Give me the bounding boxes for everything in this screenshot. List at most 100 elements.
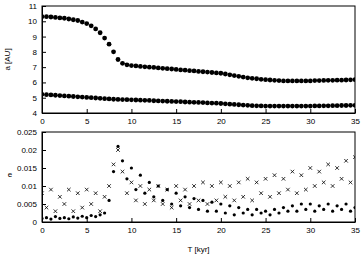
circle-marker bbox=[246, 208, 249, 211]
x-tick-mark bbox=[266, 109, 267, 113]
y-tick: 9 bbox=[33, 33, 46, 42]
y-tick-label: 0.01 bbox=[21, 182, 37, 191]
cross-marker bbox=[335, 166, 339, 170]
cross-marker bbox=[174, 184, 178, 188]
cross-marker bbox=[250, 199, 254, 203]
circle-marker bbox=[353, 77, 355, 82]
circle-marker bbox=[250, 103, 255, 108]
y-tick-mark bbox=[42, 98, 46, 99]
circle-marker bbox=[218, 71, 223, 76]
circle-marker bbox=[272, 104, 277, 109]
y-tick-mark bbox=[42, 113, 46, 114]
cross-marker bbox=[313, 184, 317, 188]
x-tick-mark bbox=[355, 109, 356, 113]
x-axis-title: T [kyr] bbox=[187, 245, 209, 254]
circle-marker bbox=[210, 201, 213, 204]
circle-marker bbox=[340, 208, 343, 211]
y-tick-mark bbox=[42, 132, 46, 133]
circle-marker bbox=[264, 210, 267, 213]
circle-marker bbox=[49, 218, 52, 221]
circle-marker bbox=[170, 202, 173, 205]
circle-marker bbox=[218, 101, 223, 106]
circle-marker bbox=[250, 76, 255, 81]
y-tick-label: 4 bbox=[33, 109, 38, 118]
circle-marker bbox=[335, 78, 340, 83]
circle-marker bbox=[121, 159, 124, 162]
circle-marker bbox=[236, 102, 241, 107]
y-tick-mark bbox=[42, 168, 46, 169]
circle-marker bbox=[129, 63, 134, 68]
circle-marker bbox=[183, 68, 188, 73]
x-axis-line bbox=[43, 222, 356, 223]
y-tick-label: 8 bbox=[33, 48, 38, 57]
circle-marker bbox=[228, 204, 231, 207]
circle-marker bbox=[237, 206, 240, 209]
cross-marker bbox=[94, 191, 98, 195]
x-tick: 25 bbox=[262, 218, 271, 235]
circle-marker bbox=[142, 64, 147, 69]
cross-marker bbox=[268, 195, 272, 199]
circle-marker bbox=[303, 79, 308, 84]
cross-marker bbox=[116, 148, 120, 152]
x-tick: 25 bbox=[262, 109, 271, 126]
cross-marker bbox=[183, 188, 187, 192]
x-tick-label: 10 bbox=[127, 226, 136, 235]
circle-marker bbox=[116, 57, 121, 62]
x-tick: 10 bbox=[127, 109, 136, 126]
circle-marker bbox=[223, 72, 228, 77]
circle-marker bbox=[175, 192, 178, 195]
cross-marker bbox=[349, 181, 353, 185]
x-tick-mark bbox=[310, 218, 311, 222]
circle-marker bbox=[327, 202, 330, 205]
x-tick-label: 35 bbox=[351, 226, 360, 235]
plot-frame bbox=[42, 6, 355, 113]
y-tick-label: 10 bbox=[28, 17, 37, 26]
circle-marker bbox=[312, 78, 317, 83]
circle-marker bbox=[67, 217, 70, 220]
circle-marker bbox=[174, 67, 179, 72]
circle-marker bbox=[196, 100, 201, 105]
circle-marker bbox=[151, 98, 156, 103]
circle-marker bbox=[281, 104, 286, 109]
y-tick-mark bbox=[42, 222, 46, 223]
circle-marker bbox=[187, 100, 192, 105]
circle-marker bbox=[282, 206, 285, 209]
cross-marker bbox=[326, 163, 330, 167]
circle-marker bbox=[335, 103, 340, 108]
x-tick: 35 bbox=[351, 109, 360, 126]
y-tick-label: 5 bbox=[33, 94, 38, 103]
y-tick: 11 bbox=[29, 2, 46, 11]
y-tick-mark bbox=[42, 186, 46, 187]
circle-marker bbox=[286, 79, 291, 84]
circle-marker bbox=[183, 100, 188, 105]
y-tick: 6 bbox=[33, 78, 46, 87]
circle-marker bbox=[157, 184, 160, 187]
circle-marker bbox=[49, 15, 54, 20]
y-tick-mark bbox=[42, 82, 46, 83]
plot-area bbox=[42, 145, 355, 221]
x-tick-label: 10 bbox=[127, 117, 136, 126]
circle-marker bbox=[152, 195, 155, 198]
y-tick-label: 11 bbox=[29, 2, 38, 11]
y-tick-label: 0.025 bbox=[17, 128, 38, 137]
cross-marker bbox=[107, 184, 111, 188]
circle-marker bbox=[169, 67, 174, 72]
circle-marker bbox=[178, 99, 183, 104]
circle-marker bbox=[313, 210, 316, 213]
cross-marker bbox=[143, 202, 147, 206]
y-tick-label: 0.005 bbox=[17, 200, 38, 209]
circle-marker bbox=[299, 79, 304, 84]
y-tick-label: 0.02 bbox=[21, 146, 37, 155]
circle-marker bbox=[90, 214, 93, 217]
circle-marker bbox=[93, 96, 98, 101]
circle-marker bbox=[192, 100, 197, 105]
circle-marker bbox=[107, 97, 112, 102]
circle-marker bbox=[241, 75, 246, 80]
x-tick-mark bbox=[176, 218, 177, 222]
cross-marker bbox=[344, 159, 348, 163]
cross-marker bbox=[148, 188, 152, 192]
circle-marker bbox=[245, 75, 250, 80]
cross-marker bbox=[215, 199, 219, 203]
y-tick: 7 bbox=[33, 63, 46, 72]
circle-marker bbox=[89, 95, 94, 100]
